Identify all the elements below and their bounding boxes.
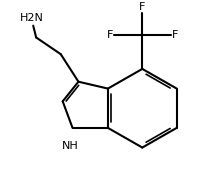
Text: F: F xyxy=(139,2,145,12)
Text: H2N: H2N xyxy=(19,13,43,23)
Text: F: F xyxy=(172,30,178,40)
Text: F: F xyxy=(107,30,113,40)
Text: NH: NH xyxy=(62,141,79,151)
